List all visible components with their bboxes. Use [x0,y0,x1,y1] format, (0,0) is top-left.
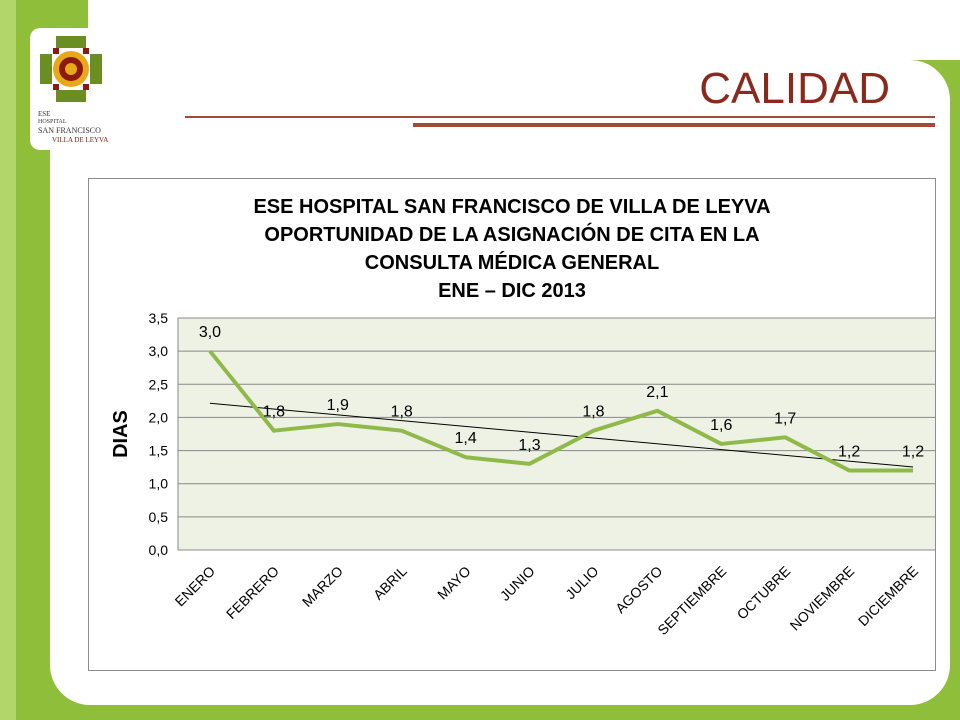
x-tick-label: MAYO [434,563,474,603]
chart-container: ESE HOSPITAL SAN FRANCISCO DE VILLA DE L… [88,178,936,671]
title-underline-thick [413,123,935,127]
x-tick-label: MARZO [299,563,346,610]
chart-title-line-3: CONSULTA MÉDICA GENERAL [364,252,660,274]
svg-text:SAN FRANCISCO: SAN FRANCISCO [38,126,101,135]
data-label: 1,6 [710,417,732,434]
svg-text:HOSPITAL: HOSPITAL [38,119,67,125]
y-tick-label: 0,5 [149,509,169,525]
data-label: 1,3 [518,437,540,454]
trend-line [209,402,914,468]
x-tick-label: OCTUBRE [734,563,794,623]
x-tick-label: FEBRERO [223,563,282,622]
hospital-logo-emblem: ESE HOSPITAL SAN FRANCISCO VILLA DE LEYV… [38,36,108,144]
title-underline [185,116,935,118]
y-tick-label: 2,5 [149,376,169,392]
data-label: 1,2 [838,443,860,460]
svg-text:ESE: ESE [38,110,50,118]
y-tick-label: 3,5 [149,310,169,326]
y-tick-label: 2,0 [149,409,169,425]
chart-title: ESE HOSPITAL SAN FRANCISCO DE VILLA DE L… [89,193,935,305]
data-label: 1,8 [263,404,285,421]
x-tick-label: SEPTIEMBRE [654,563,729,638]
x-tick-label: NOVIEMBRE [787,563,858,634]
svg-text:VILLA DE LEYVA: VILLA DE LEYVA [52,136,108,144]
plot-area [178,318,935,550]
chart-title-line-1: ESE HOSPITAL SAN FRANCISCO DE VILLA DE L… [253,196,771,218]
chart-title-line-4: ENE – DIC 2013 [438,280,586,302]
hospital-logo: ESE HOSPITAL SAN FRANCISCO VILLA DE LEYV… [30,28,112,150]
chart-title-line-2: OPORTUNIDAD DE LA ASIGNACIÓN DE CITA EN … [264,224,760,246]
data-label: 1,4 [455,430,477,447]
data-label: 2,1 [646,384,668,401]
x-tick-label: JUNIO [497,563,538,604]
x-tick-label: ENERO [172,563,219,610]
x-tick-label: DICIEMBRE [855,563,921,629]
x-tick-label: JULIO [562,563,601,602]
y-tick-label: 1,5 [149,443,169,459]
data-label: 1,7 [774,410,796,427]
data-label: 1,2 [902,443,924,460]
y-axis-label: DIAS [110,410,132,458]
y-tick-label: 1,0 [149,476,169,492]
y-tick-label: 0,0 [149,542,169,558]
data-label: 1,8 [582,404,604,421]
top-panel [88,0,960,60]
data-label: 1,8 [391,404,413,421]
data-label: 3,0 [199,324,221,341]
slide-title: CALIDAD [699,64,890,113]
x-tick-label: AGOSTO [612,563,666,617]
x-tick-label: ABRIL [370,563,410,603]
y-tick-label: 3,0 [149,343,169,359]
stripe-highlight [0,0,16,720]
data-label: 1,9 [327,397,349,414]
series-line [208,349,914,473]
line-chart: 0,0 0,5 1,0 1,5 2,0 2,5 3,0 3,5 DIAS 3,0 1,8 1,9 1,8… [110,310,935,638]
